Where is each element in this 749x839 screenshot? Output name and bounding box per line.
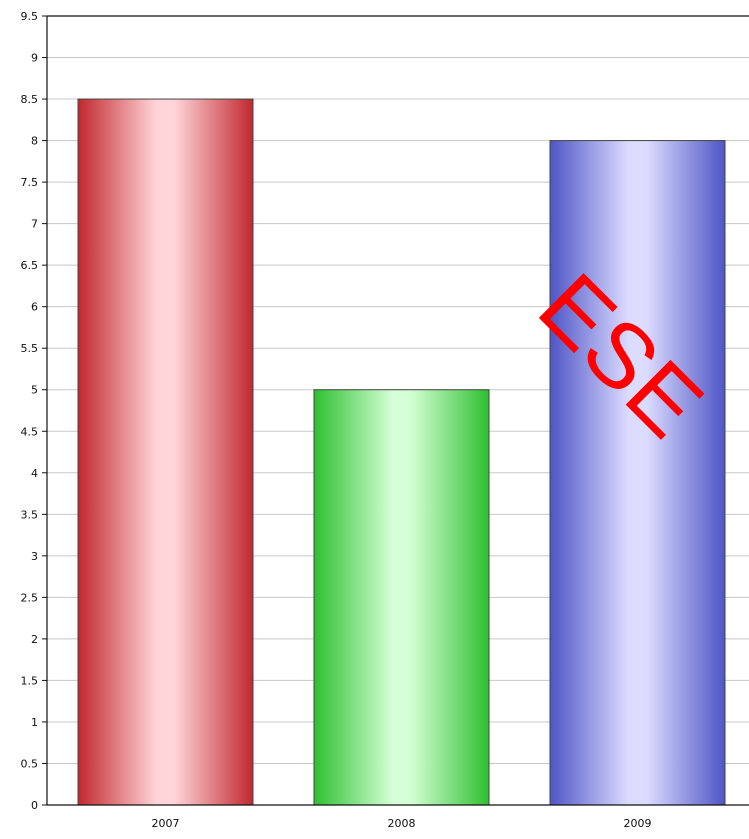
bar-2007 — [77, 98, 254, 806]
y-tick-label: 0 — [31, 799, 38, 812]
y-tick-label: 9 — [31, 52, 38, 65]
y-tick-label: 1.5 — [21, 674, 39, 687]
y-tick-label: 7.5 — [21, 176, 39, 189]
bars — [77, 98, 726, 806]
bar-2009 — [549, 140, 726, 806]
x-tick-label: 2007 — [152, 817, 180, 830]
y-tick-label: 8 — [31, 135, 38, 148]
y-tick-label: 0.5 — [21, 757, 39, 770]
y-tick-label: 9.5 — [21, 10, 39, 23]
y-tick-label: 3.5 — [21, 508, 39, 521]
y-tick-label: 6.5 — [21, 259, 39, 272]
y-tick-label: 4.5 — [21, 425, 39, 438]
y-tick-label: 4 — [31, 467, 38, 480]
x-tick-label: 2009 — [624, 817, 652, 830]
x-tick-label: 2008 — [388, 817, 416, 830]
y-tick-label: 2 — [31, 633, 38, 646]
y-tick-labels: 0 0.5 1 1.5 2 2.5 3 3.5 4 4.5 5 5.5 6 6.5 7 7.5 8 8.5 9 9.5 — [21, 10, 39, 812]
y-tick-label: 5.5 — [21, 342, 39, 355]
x-tick-labels: 2007 2008 2009 — [152, 817, 652, 830]
y-tick-label: 6 — [31, 301, 38, 314]
y-tick-label: 2.5 — [21, 591, 39, 604]
axes — [42, 15, 749, 806]
y-tick-label: 3 — [31, 550, 38, 563]
bar-2008 — [313, 389, 490, 806]
y-tick-label: 1 — [31, 716, 38, 729]
y-tick-label: 8.5 — [21, 93, 39, 106]
y-tick-label: 5 — [31, 384, 38, 397]
y-tick-label: 7 — [31, 218, 38, 231]
